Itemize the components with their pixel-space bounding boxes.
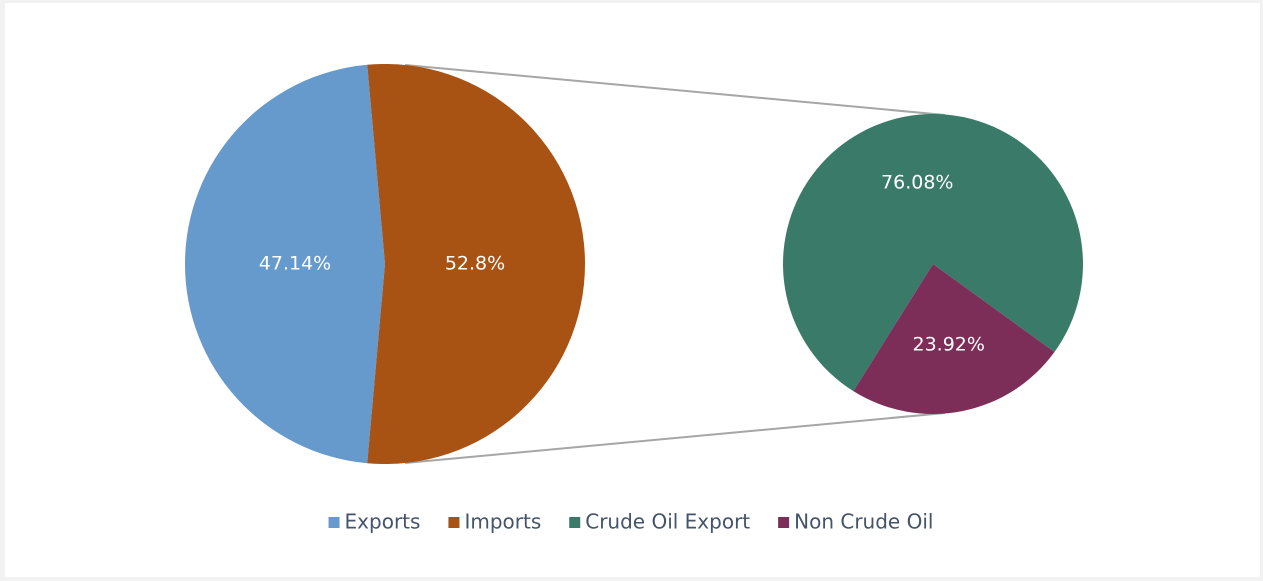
connector-line [404,64,946,116]
legend-label: Crude Oil Export [585,510,750,534]
pie-slice [853,264,1055,414]
legend-swatch [569,517,581,528]
pie-slice [367,63,586,465]
data-label: 52.8% [445,253,505,275]
connector-line [404,412,946,464]
legend-swatch [328,517,340,528]
data-label: 47.14% [259,253,331,275]
data-label: 23.92% [913,333,985,355]
legend-swatch [778,517,790,528]
legend-label: Non Crude Oil [794,510,933,534]
pie-slice [185,64,385,464]
pie-slice [782,114,1083,392]
data-label: 76.08% [881,172,953,194]
legend-swatch [448,517,460,528]
legend-label: Imports [464,510,541,534]
legend-label: Exports [345,510,421,534]
